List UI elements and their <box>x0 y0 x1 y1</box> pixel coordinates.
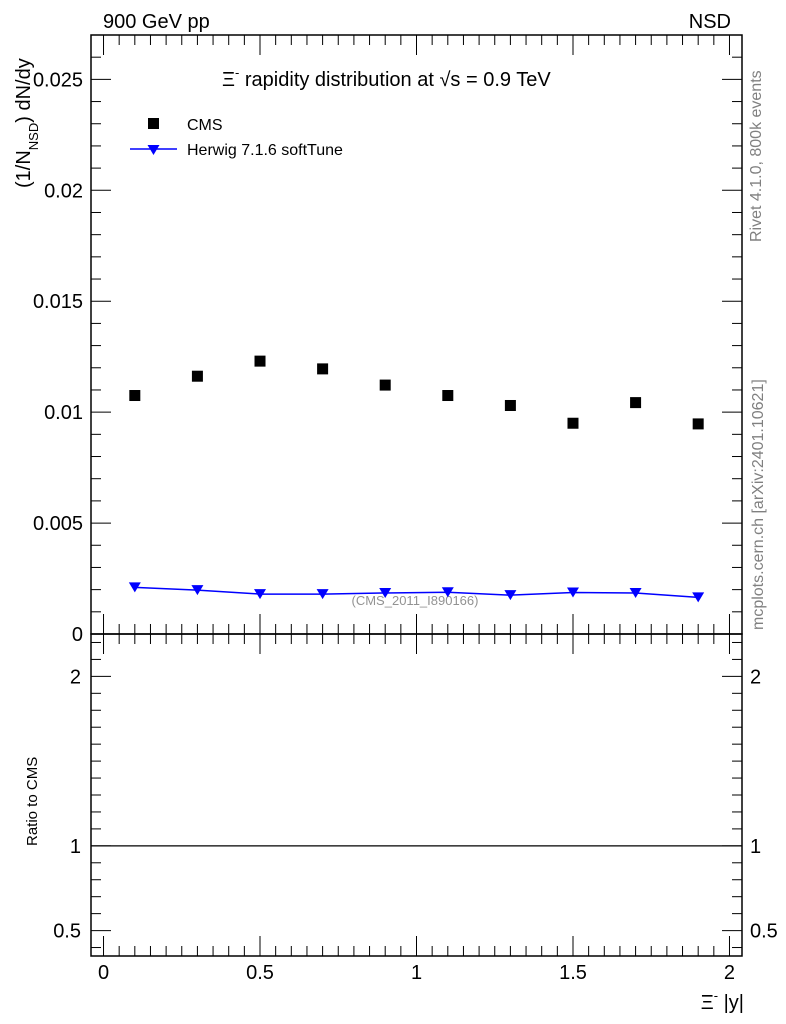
mcplots-label: mcplots.cern.ch [arXiv:2401.10621] <box>750 379 767 630</box>
x-tick-label: 0 <box>98 962 109 984</box>
ratio-y-tick-label-left: 2 <box>70 666 81 688</box>
cms-point <box>567 417 579 429</box>
main-y-tick-label: 0.01 <box>44 402 83 424</box>
x-tick-label: 0.5 <box>246 962 274 984</box>
x-tick-label: 1.5 <box>559 962 587 984</box>
cms-point <box>692 418 704 430</box>
main-y-tick-label: 0 <box>72 624 83 646</box>
chart-title: Ξ- rapidity distribution at √s = 0.9 TeV <box>222 65 551 91</box>
herwig-point <box>191 585 204 596</box>
legend-marker-cms <box>148 118 159 129</box>
header-right: NSD <box>689 11 731 33</box>
main-y-tick-labels: 0 0.005 0.01 0.015 0.02 0.025 <box>33 69 83 646</box>
ratio-y-ticks <box>91 641 742 949</box>
herwig-point <box>566 587 579 598</box>
ratio-y-tick-label-left: 0.5 <box>53 921 81 943</box>
herwig-point <box>379 587 392 598</box>
main-y-tick-label: 0.015 <box>33 291 83 313</box>
ratio-y-tick-label-right: 1 <box>750 836 761 858</box>
main-x-ticks <box>103 35 730 634</box>
x-tick-label: 1 <box>411 962 422 984</box>
cms-point <box>254 355 266 367</box>
x-axis-label: Ξ- |y| <box>701 988 744 1014</box>
legend-label-herwig: Herwig 7.1.6 softTune <box>187 142 343 159</box>
x-tick-label: 2 <box>724 962 735 984</box>
cms-point <box>317 363 329 375</box>
ratio-y-tick-label-right: 0.5 <box>750 921 778 943</box>
herwig-point <box>254 589 267 600</box>
ratio-x-ticks <box>103 634 730 956</box>
main-y-ticks <box>91 56 742 635</box>
x-tick-labels: 0 0.5 1 1.5 2 <box>98 962 735 984</box>
main-y-axis-label: (1/NNSD) dN/dy <box>13 58 41 188</box>
herwig-point <box>692 592 705 603</box>
legend: CMS Herwig 7.1.6 softTune <box>130 117 343 159</box>
cms-point <box>442 390 454 402</box>
herwig-point <box>316 589 329 600</box>
cms-point <box>379 379 391 391</box>
legend-marker-herwig <box>147 145 160 155</box>
rivet-label: Rivet 4.1.0, 800k events <box>748 70 765 242</box>
herwig-series <box>128 582 705 603</box>
ratio-y-axis-label: Ratio to CMS <box>24 757 41 846</box>
cms-point <box>129 390 141 402</box>
main-y-tick-label: 0.02 <box>44 180 83 202</box>
ratio-y-tick-labels: 0.5 0.5 1 1 2 2 <box>53 666 778 942</box>
analysis-watermark: (CMS_2011_I890166) <box>352 593 479 608</box>
main-y-tick-label: 0.005 <box>33 513 83 535</box>
herwig-series-line <box>134 586 699 599</box>
herwig-point <box>629 587 642 598</box>
herwig-point <box>441 587 454 598</box>
cms-point <box>504 399 516 411</box>
legend-label-cms: CMS <box>187 117 223 134</box>
cms-point <box>191 370 203 382</box>
cms-series <box>129 355 704 430</box>
ratio-y-tick-label-right: 2 <box>750 666 761 688</box>
header-left: 900 GeV pp <box>103 11 210 33</box>
cms-point <box>630 397 642 409</box>
herwig-point <box>504 590 517 601</box>
ratio-plot-frame <box>90 633 743 957</box>
main-y-tick-label: 0.025 <box>33 69 83 91</box>
ratio-y-tick-label-left: 1 <box>70 836 81 858</box>
herwig-point <box>128 582 141 593</box>
